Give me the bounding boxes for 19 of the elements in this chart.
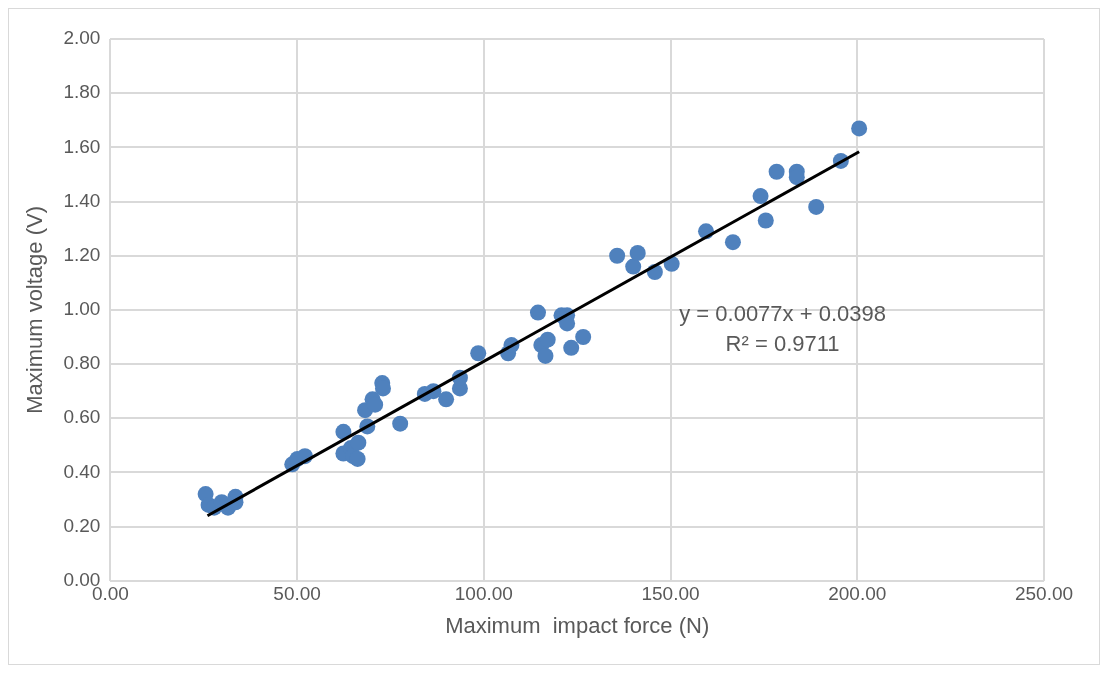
x-tick-label: 50.00	[273, 583, 321, 605]
y-axis-title: Maximum voltage (V)	[22, 205, 48, 414]
y-tick-label: 0.20	[63, 514, 101, 536]
y-tick-label: 0.60	[63, 406, 101, 428]
x-tick-label: 200.00	[828, 583, 887, 605]
x-tick-label: 150.00	[641, 583, 700, 605]
y-tick-label: 1.40	[63, 189, 101, 211]
x-axis-title: Maximum impact force (N)	[445, 612, 710, 638]
x-tick-label: 250.00	[1014, 583, 1074, 605]
y-tick-label: 2.00	[63, 27, 101, 49]
y-tick-label: 1.80	[63, 81, 101, 103]
x-tick-label: 100.00	[454, 583, 513, 605]
y-tick-label: 0.40	[63, 460, 101, 482]
y-tick-label: 1.00	[63, 298, 101, 320]
annotation: R² = 0.9711	[725, 331, 840, 357]
y-tick-label: 1.20	[63, 243, 101, 265]
y-tick-label: 1.60	[63, 135, 101, 157]
y-tick-label: 0.80	[63, 352, 101, 374]
annotation: y = 0.0077x + 0.0398	[679, 301, 886, 327]
